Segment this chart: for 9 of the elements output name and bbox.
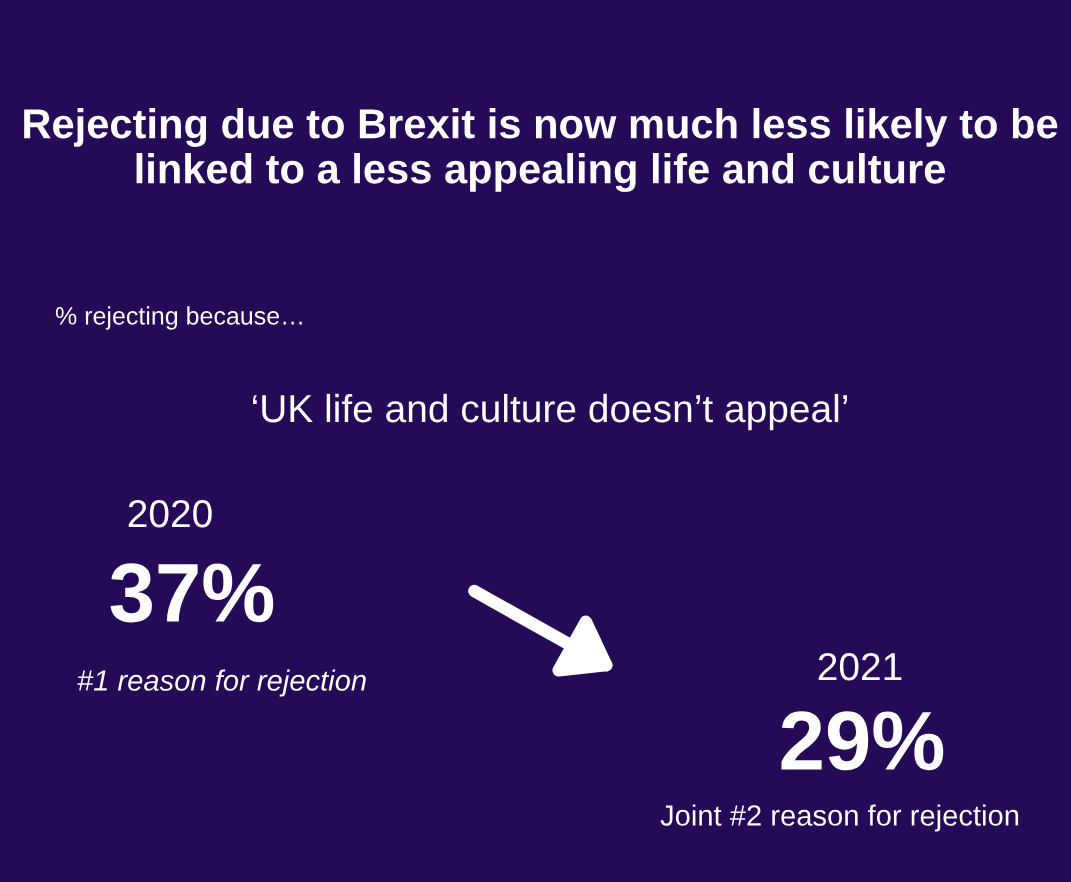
text: Rejecting due to Brexit is now much less likely to be linked to a less appealing life and culture <box>24 107 1058 193</box>
data-label: 37% <box>110 563 274 623</box>
text: #1 reason for rejection <box>77 669 366 697</box>
text: Joint #2 reason for rejection <box>660 804 1019 832</box>
text: ‘UK life and culture doesn’t appeal’ <box>253 393 848 431</box>
category-label: 2021 <box>818 652 902 681</box>
category-label: 2020 <box>128 499 212 528</box>
text: % rejecting because… <box>55 306 302 330</box>
data-label: 29% <box>781 711 944 771</box>
